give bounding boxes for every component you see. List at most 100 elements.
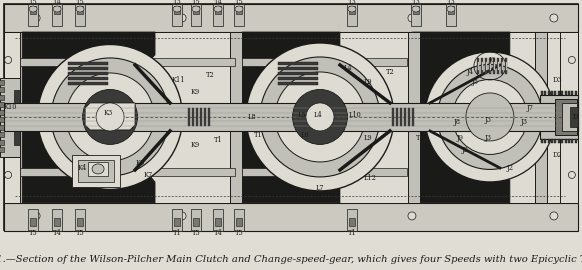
Bar [505, 58, 507, 74]
Bar [481, 58, 483, 74]
Bar [0, 78, 20, 157]
Text: K5: K5 [136, 159, 145, 167]
Bar [77, 6, 83, 14]
Bar [72, 155, 120, 187]
Ellipse shape [447, 6, 455, 12]
Text: T4: T4 [214, 0, 222, 6]
Bar [477, 58, 479, 74]
Bar [30, 218, 36, 226]
Bar [242, 168, 407, 176]
Bar [193, 6, 199, 14]
Bar [562, 103, 577, 131]
Ellipse shape [178, 14, 186, 22]
Ellipse shape [32, 14, 40, 22]
Bar [240, 32, 410, 203]
Bar [230, 32, 242, 203]
Text: K9: K9 [190, 141, 200, 149]
Ellipse shape [425, 52, 555, 182]
Text: T3: T3 [446, 0, 455, 6]
Bar [494, 62, 495, 70]
Polygon shape [22, 32, 155, 103]
Bar [349, 218, 355, 226]
Bar [570, 107, 578, 127]
Bar [555, 99, 577, 135]
Text: J7: J7 [527, 104, 533, 112]
Text: J8: J8 [453, 118, 460, 126]
Text: T1: T1 [254, 131, 262, 139]
Bar [0, 102, 4, 107]
Bar [572, 139, 573, 143]
Bar [396, 108, 398, 126]
Text: T4: T4 [52, 229, 62, 237]
Ellipse shape [32, 212, 40, 220]
Text: T5: T5 [191, 229, 200, 237]
Ellipse shape [66, 73, 154, 161]
Text: L4: L4 [314, 111, 322, 119]
Bar [413, 6, 419, 14]
Text: L8: L8 [248, 113, 256, 121]
Bar [30, 6, 36, 14]
Bar [0, 80, 4, 85]
Bar [498, 62, 499, 70]
Bar [490, 62, 491, 70]
Bar [347, 4, 357, 26]
Ellipse shape [178, 212, 186, 220]
Text: T2: T2 [386, 68, 395, 76]
Bar [0, 95, 4, 100]
Text: T2: T2 [428, 68, 436, 76]
Ellipse shape [412, 6, 420, 12]
Text: T5: T5 [76, 0, 84, 6]
Bar [0, 140, 4, 145]
Text: T5: T5 [235, 229, 243, 237]
Bar [234, 209, 244, 231]
Bar [68, 82, 108, 85]
Bar [544, 91, 546, 95]
Text: K3: K3 [104, 109, 113, 117]
Text: L9: L9 [364, 134, 372, 142]
Bar [278, 62, 318, 65]
Bar [68, 62, 108, 65]
Bar [174, 218, 180, 226]
Ellipse shape [306, 103, 334, 131]
Bar [551, 91, 553, 95]
Bar [555, 139, 556, 143]
Bar [544, 139, 546, 143]
Bar [242, 58, 407, 66]
Bar [446, 4, 456, 26]
Bar [448, 6, 454, 14]
Bar [191, 4, 201, 26]
Ellipse shape [550, 14, 558, 22]
Text: J3: J3 [484, 134, 491, 142]
Bar [4, 103, 578, 131]
Bar [561, 91, 563, 95]
Ellipse shape [348, 6, 356, 12]
Text: J2: J2 [462, 146, 469, 154]
Bar [485, 58, 487, 74]
Bar [412, 108, 414, 126]
Ellipse shape [569, 56, 576, 63]
Polygon shape [242, 131, 340, 203]
Bar [0, 87, 4, 92]
Bar [535, 32, 547, 203]
Bar [213, 4, 223, 26]
Bar [200, 108, 202, 126]
Text: J5: J5 [471, 78, 478, 86]
Bar [208, 108, 210, 126]
Text: T4: T4 [214, 229, 222, 237]
Bar [191, 209, 201, 231]
Text: Fig. 11.—Section of the Wilson-Pilcher Main Clutch and Change-speed-gear, which : Fig. 11.—Section of the Wilson-Pilcher M… [0, 255, 582, 264]
Bar [28, 209, 38, 231]
Bar [548, 91, 549, 95]
Bar [482, 62, 483, 70]
Bar [52, 209, 62, 231]
Bar [215, 6, 221, 14]
Bar [565, 139, 567, 143]
Text: L4: L4 [343, 64, 352, 72]
Ellipse shape [192, 6, 200, 12]
Text: T1: T1 [214, 136, 222, 144]
Bar [575, 91, 577, 95]
Bar [14, 90, 20, 145]
Bar [77, 218, 83, 226]
Bar [501, 58, 503, 74]
Text: L11: L11 [261, 181, 275, 189]
